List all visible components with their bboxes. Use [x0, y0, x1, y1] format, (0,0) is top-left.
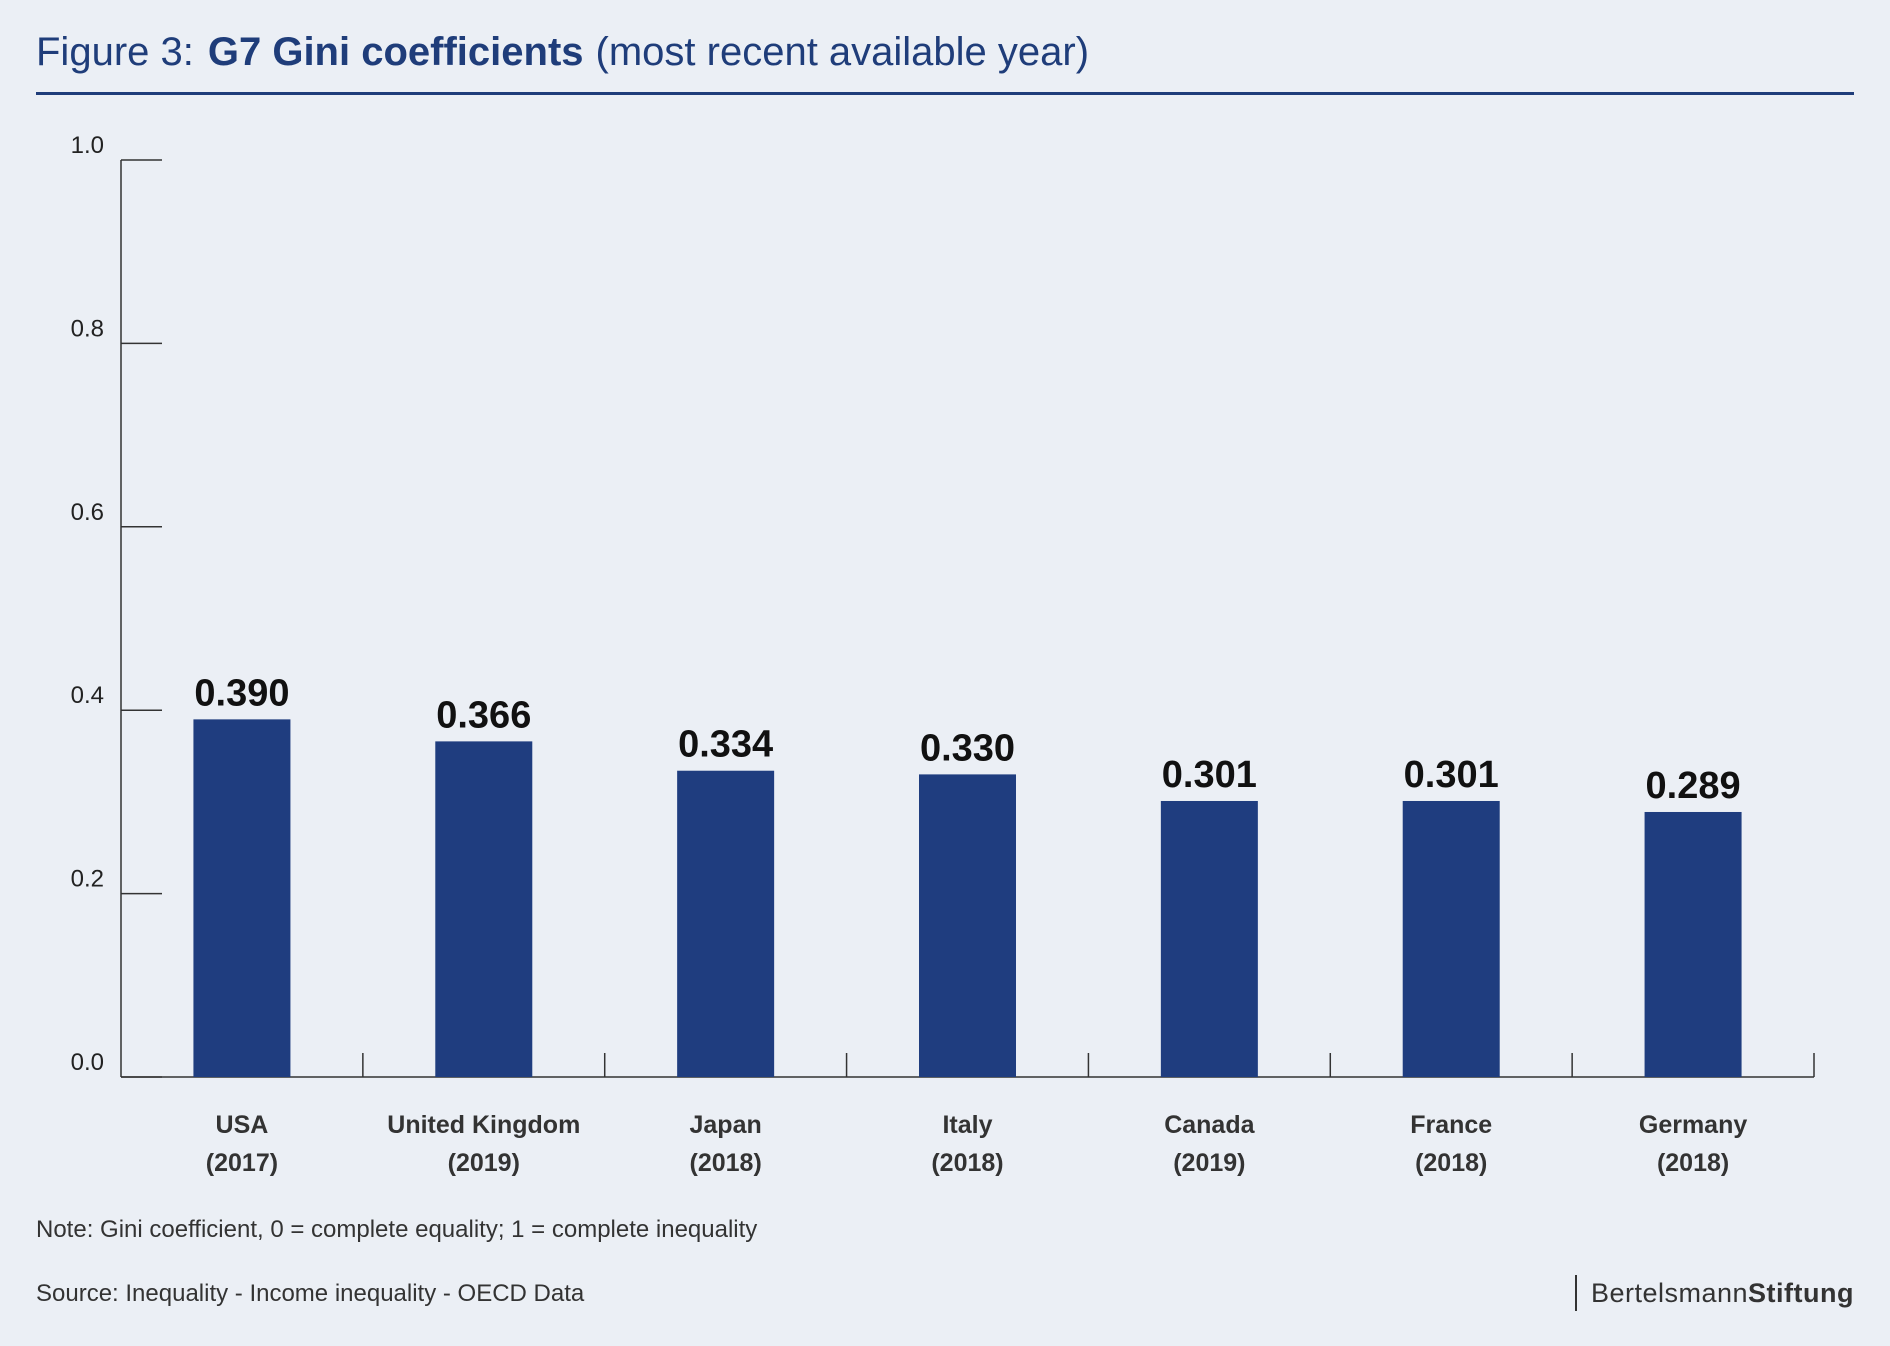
figure-title: G7 Gini coefficients [207, 30, 584, 74]
category-label: Japan [690, 1111, 762, 1139]
chart-source: Source: Inequality - Income inequality -… [36, 1280, 585, 1307]
value-label: 0.289 [1646, 765, 1741, 807]
bar [1402, 800, 1500, 1077]
y-tick-label: 1.0 [71, 132, 104, 159]
category-label: Italy [942, 1111, 992, 1139]
category-label: France [1410, 1111, 1492, 1139]
category-label: United Kingdom [387, 1111, 580, 1139]
category-year-label: (2018) [1657, 1149, 1729, 1177]
y-tick-label: 0.0 [71, 1049, 104, 1076]
chart-axes: 0.0 0.2 0.4 0.6 0.8 1.0 [71, 132, 1815, 1078]
category-label: Canada [1164, 1111, 1255, 1139]
category-year-label: (2018) [931, 1149, 1003, 1177]
value-label: 0.330 [920, 727, 1015, 769]
bar [677, 770, 775, 1077]
value-label: 0.366 [436, 694, 531, 736]
y-tick-label: 0.8 [71, 315, 104, 342]
value-label: 0.301 [1404, 754, 1499, 796]
logo-divider [1574, 1275, 1577, 1311]
figure-number: Figure 3: [36, 30, 194, 74]
y-tick-label: 0.4 [71, 682, 104, 709]
chart-title: Figure 3: G7 Gini coefficients (most recen… [36, 30, 1089, 75]
category-year-label: (2018) [1415, 1149, 1487, 1177]
logo-text-bold: Stiftung [1748, 1277, 1854, 1308]
chart-note: Note: Gini coefficient, 0 = complete equ… [36, 1216, 758, 1243]
bar [193, 719, 291, 1077]
chart-labels: 0.390 USA (2017) 0.366 United Kingdom (2019) 0… [194, 672, 1747, 1177]
bar [435, 741, 533, 1077]
category-year-label: (2019) [1173, 1149, 1245, 1177]
bar [1160, 800, 1258, 1077]
bertelsmann-logo: Bertelsmann Stiftung [1574, 1275, 1854, 1311]
category-year-label: (2019) [448, 1149, 520, 1177]
y-tick-label: 0.6 [71, 499, 104, 526]
logo-text-regular: Bertelsmann [1590, 1277, 1749, 1308]
value-label: 0.390 [194, 672, 289, 714]
chart-bars [193, 719, 1742, 1077]
category-year-label: (2018) [690, 1149, 762, 1177]
figure-subtitle: (most recent available year) [595, 30, 1090, 74]
bar [1644, 811, 1742, 1077]
category-year-label: (2017) [206, 1149, 278, 1177]
value-label: 0.334 [678, 724, 773, 766]
category-label: Germany [1639, 1111, 1747, 1139]
value-label: 0.301 [1162, 754, 1257, 796]
bar [919, 774, 1016, 1077]
category-label: USA [216, 1111, 269, 1139]
y-tick-label: 0.2 [71, 866, 104, 893]
title-divider [36, 92, 1854, 95]
